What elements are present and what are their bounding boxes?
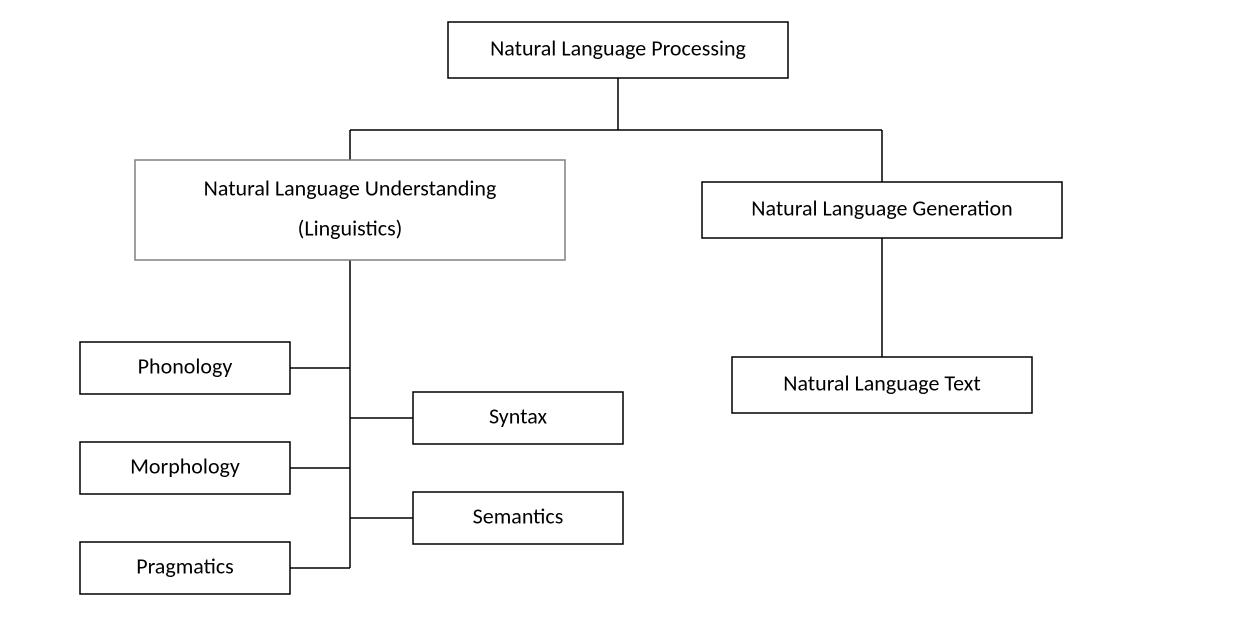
node-morphology: Morphology (80, 442, 290, 494)
node-label-morphology: Morphology (130, 452, 240, 479)
node-label-root: Natural Language Processing (490, 34, 746, 61)
node-label-nlu-line0: Natural Language Understanding (204, 174, 497, 201)
node-label-semantics: Semantics (473, 502, 564, 529)
node-phonology: Phonology (80, 342, 290, 394)
node-label-nltext: Natural Language Text (783, 369, 980, 396)
node-label-pragmatics: Pragmatics (136, 552, 234, 579)
node-nltext: Natural Language Text (732, 357, 1032, 413)
node-nlu: Natural Language Understanding (Linguisti… (135, 160, 565, 260)
node-syntax: Syntax (413, 392, 623, 444)
node-label-syntax: Syntax (489, 402, 548, 429)
node-pragmatics: Pragmatics (80, 542, 290, 594)
nlp-hierarchy-diagram: Natural Language Processing Natural Langu… (0, 0, 1234, 638)
node-nlg: Natural Language Generation (702, 182, 1062, 238)
node-semantics: Semantics (413, 492, 623, 544)
node-label-nlg: Natural Language Generation (751, 194, 1012, 221)
node-root: Natural Language Processing (448, 22, 788, 78)
nodes-group: Natural Language Processing Natural Langu… (80, 22, 1062, 594)
node-label-nlu-line1: (Linguistics) (298, 214, 403, 241)
node-label-phonology: Phonology (138, 352, 233, 379)
